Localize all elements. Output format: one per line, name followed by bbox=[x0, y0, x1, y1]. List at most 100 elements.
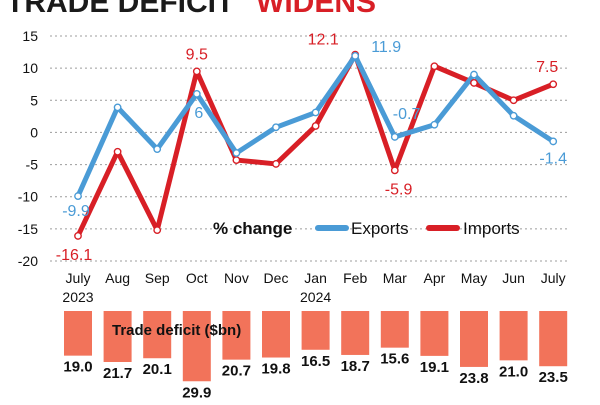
x-tick-label: Mar bbox=[383, 270, 407, 286]
data-point-imports bbox=[153, 226, 162, 235]
data-point-imports bbox=[509, 96, 518, 105]
data-point-imports bbox=[232, 156, 241, 164]
y-tick-label: 0 bbox=[30, 124, 38, 140]
bar bbox=[143, 311, 172, 359]
data-point-exports bbox=[272, 123, 280, 132]
point-label-exports: -0.7 bbox=[393, 106, 421, 123]
data-point-imports bbox=[549, 80, 558, 89]
bar-value-label: 20.1 bbox=[143, 361, 172, 378]
line-series bbox=[75, 52, 556, 239]
y-tick-label: -15 bbox=[18, 221, 38, 237]
bar-value-label: 16.5 bbox=[301, 353, 330, 370]
data-point-imports bbox=[272, 160, 280, 168]
bar bbox=[301, 311, 330, 350]
x-tick-sublabel: 2023 bbox=[62, 289, 93, 305]
x-tick-label: Aug bbox=[105, 270, 130, 286]
x-tick-label: Jan bbox=[304, 270, 327, 286]
x-tick-label: Apr bbox=[424, 270, 446, 286]
bar-value-label: 23.8 bbox=[459, 370, 488, 387]
bar bbox=[64, 311, 92, 356]
data-point-imports bbox=[113, 147, 122, 156]
point-label-imports: -16.1 bbox=[56, 247, 93, 264]
x-tick-label: Jun bbox=[502, 270, 525, 286]
bar bbox=[420, 311, 449, 356]
bar-value-label: 19.0 bbox=[63, 359, 92, 376]
bar-value-label: 21.7 bbox=[103, 365, 132, 382]
data-point-imports bbox=[311, 122, 320, 130]
y-axis-ticks: 15 10 5 0 -5 -10 -15 -20 bbox=[18, 28, 38, 269]
x-tick-label: Oct bbox=[186, 270, 208, 286]
x-tick-label: Sep bbox=[145, 270, 170, 286]
data-point-imports bbox=[192, 67, 201, 76]
data-point-exports bbox=[113, 103, 122, 112]
headline-part1: TRADE DEFICIT bbox=[6, 0, 234, 19]
x-tick-sublabel: 2024 bbox=[300, 289, 331, 305]
data-point-exports bbox=[549, 137, 558, 146]
x-tick-label: Dec bbox=[264, 270, 289, 286]
point-label-exports: 6 bbox=[194, 105, 203, 122]
point-labels: -9.9 6 11.9 -0.7 -1.4 -16.1 9.5 12.1 -5.9 7.5 bbox=[56, 32, 567, 264]
data-point-exports bbox=[470, 70, 478, 79]
data-point-exports bbox=[351, 52, 360, 60]
point-label-exports: -9.9 bbox=[62, 203, 90, 220]
data-point-imports bbox=[390, 166, 399, 175]
y-tick-label: -10 bbox=[18, 189, 38, 205]
bar bbox=[460, 311, 488, 367]
data-point-exports bbox=[74, 192, 82, 200]
bar bbox=[182, 311, 211, 382]
bar-value-label: 23.5 bbox=[539, 369, 568, 386]
x-tick-label: July bbox=[541, 270, 566, 286]
bar bbox=[222, 311, 251, 360]
point-label-imports: 12.1 bbox=[308, 32, 339, 49]
bar bbox=[103, 311, 132, 362]
data-point-imports bbox=[430, 62, 439, 71]
point-label-imports: 9.5 bbox=[186, 46, 208, 63]
bar bbox=[539, 311, 568, 367]
bar-value-label: 29.9 bbox=[182, 384, 211, 400]
y-tick-label: 10 bbox=[22, 60, 38, 76]
bar bbox=[499, 311, 528, 361]
x-tick-label: Feb bbox=[343, 270, 367, 286]
line-points bbox=[74, 50, 558, 240]
x-axis-ticks: July 2023 Aug Sep Oct Nov Dec Jan 2024 Feb Mar Apr M… bbox=[62, 270, 565, 305]
y-tick-label: -5 bbox=[26, 157, 39, 173]
y-tick-label: 5 bbox=[30, 92, 38, 108]
y-tick-label: 15 bbox=[22, 28, 38, 44]
bar bbox=[262, 311, 290, 358]
data-point-exports bbox=[192, 89, 201, 98]
legend-title: % change bbox=[213, 219, 292, 238]
bar-value-label: 15.6 bbox=[380, 351, 409, 368]
bar-value-label: 19.1 bbox=[420, 359, 449, 376]
legend-exports-label: Exports bbox=[351, 219, 409, 238]
point-label-imports: -5.9 bbox=[385, 181, 413, 198]
legend-imports-label: Imports bbox=[463, 219, 520, 238]
data-point-imports bbox=[74, 232, 82, 240]
x-tick-label: July bbox=[66, 270, 91, 286]
bar-value-label: 19.8 bbox=[261, 361, 290, 378]
data-point-imports bbox=[470, 79, 478, 87]
point-label-imports: 7.5 bbox=[536, 59, 558, 76]
headline-part2: WIDENS bbox=[256, 0, 376, 19]
data-point-exports bbox=[232, 149, 241, 157]
bar-value-label: 20.7 bbox=[222, 363, 251, 380]
bar-value-label: 18.7 bbox=[341, 358, 370, 375]
point-label-exports: -1.4 bbox=[539, 150, 567, 167]
data-point-exports bbox=[153, 145, 162, 154]
bar-value-label: 21.0 bbox=[499, 363, 528, 380]
data-point-exports bbox=[430, 120, 439, 129]
x-tick-label: May bbox=[461, 270, 487, 286]
bar-labels: 19.0 21.7 20.1 29.9 20.7 19.8 16.5 18.7 15.6 19.1… bbox=[63, 351, 568, 402]
bar-chart-title: Trade deficit ($bn) bbox=[112, 322, 241, 339]
data-point-exports bbox=[311, 108, 320, 117]
x-tick-label: Nov bbox=[224, 270, 249, 286]
data-point-exports bbox=[390, 133, 399, 141]
data-point-exports bbox=[509, 111, 518, 120]
legend: % change Exports Imports bbox=[213, 219, 520, 238]
point-label-exports: 11.9 bbox=[371, 39, 401, 56]
bars bbox=[64, 311, 568, 382]
y-tick-label: -20 bbox=[18, 253, 38, 269]
bar bbox=[341, 311, 370, 355]
bar bbox=[380, 311, 409, 348]
